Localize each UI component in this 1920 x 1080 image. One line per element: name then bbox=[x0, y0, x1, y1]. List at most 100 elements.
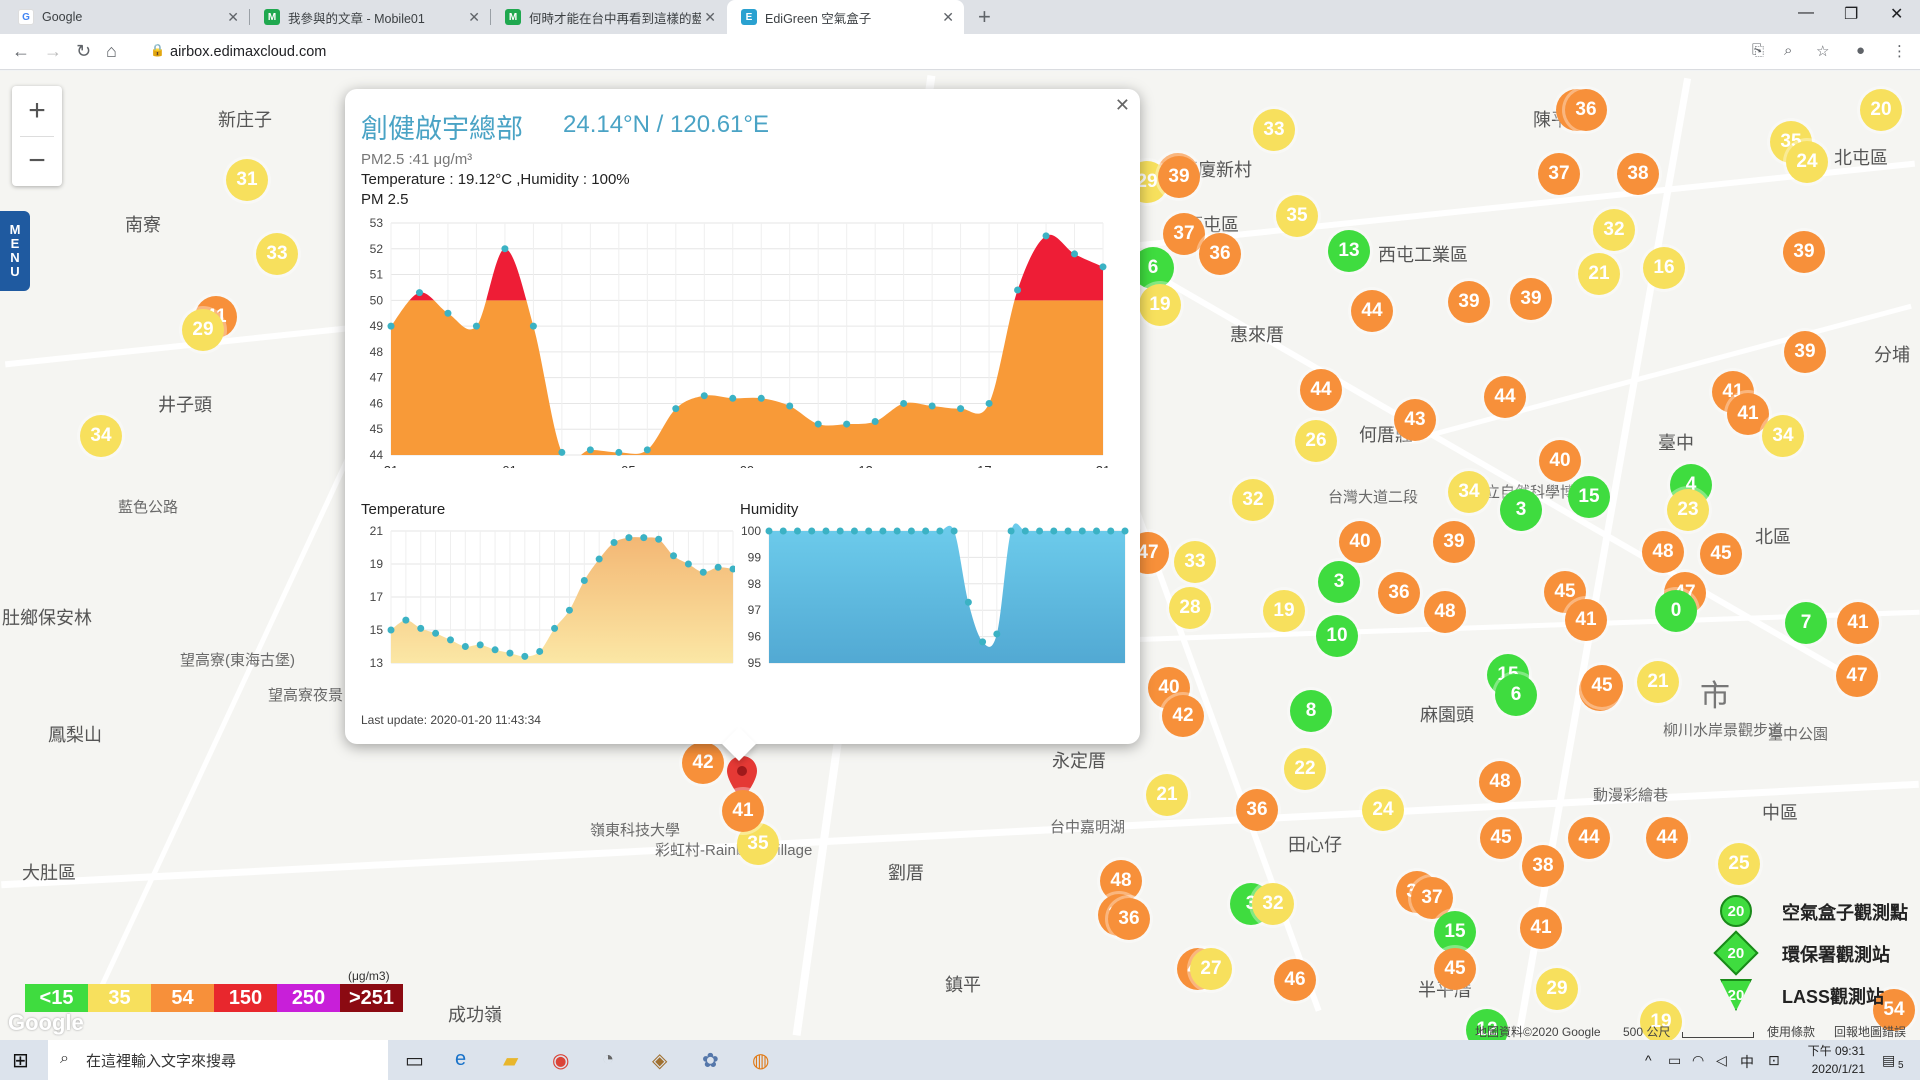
airbox-station-marker[interactable]: 19 bbox=[1139, 284, 1181, 326]
airbox-station-marker[interactable]: 21 bbox=[1578, 253, 1620, 295]
close-window-icon[interactable]: ✕ bbox=[1890, 6, 1904, 23]
airbox-station-marker[interactable]: 45 bbox=[1700, 533, 1742, 575]
airbox-station-marker[interactable]: 8 bbox=[1290, 690, 1332, 732]
airbox-station-marker[interactable]: 15 bbox=[1434, 911, 1476, 953]
volume-icon[interactable]: ◁ bbox=[1716, 1052, 1727, 1068]
airbox-station-marker[interactable]: 16 bbox=[1643, 247, 1685, 289]
airbox-station-marker[interactable]: 34 bbox=[1762, 415, 1804, 457]
airbox-station-marker[interactable]: 34 bbox=[80, 415, 122, 457]
airbox-station-marker[interactable]: 54 bbox=[1873, 989, 1915, 1031]
minimize-icon[interactable]: — bbox=[1798, 4, 1814, 21]
zoom-out-button[interactable]: − bbox=[28, 144, 46, 177]
ime-indicator[interactable]: 中 bbox=[1740, 1054, 1754, 1070]
airbox-station-marker[interactable]: 45 bbox=[1480, 817, 1522, 859]
app-icon[interactable]: ◔ bbox=[602, 1048, 615, 1070]
airbox-station-marker[interactable]: 33 bbox=[256, 233, 298, 275]
close-tab-icon[interactable]: ✕ bbox=[468, 9, 480, 25]
tab-mobile01-bluesky[interactable]: M 何時才能在台中再看到這樣的藍天 ✕ bbox=[491, 0, 726, 34]
back-icon[interactable]: ← bbox=[12, 41, 30, 61]
airbox-station-marker[interactable]: 45 bbox=[1434, 948, 1476, 990]
windows-start-icon[interactable]: ⊞ bbox=[12, 1050, 29, 1072]
reload-icon[interactable]: ↻ bbox=[76, 41, 92, 61]
airbox-station-marker[interactable]: 23 bbox=[1667, 489, 1709, 531]
airbox-station-marker[interactable]: 36 bbox=[1565, 89, 1607, 131]
airbox-station-marker[interactable]: 39 bbox=[1510, 278, 1552, 320]
restore-icon[interactable]: ❐ bbox=[1844, 6, 1859, 23]
airbox-station-marker[interactable]: 15 bbox=[1568, 476, 1610, 518]
airbox-station-marker[interactable]: 48 bbox=[1642, 531, 1684, 573]
airbox-station-marker[interactable]: 24 bbox=[1786, 141, 1828, 183]
airbox-station-marker[interactable]: 39 bbox=[1784, 331, 1826, 373]
file-explorer-icon[interactable]: ▰ bbox=[503, 1050, 519, 1072]
zoom-in-button[interactable]: + bbox=[28, 94, 46, 127]
airbox-station-marker[interactable]: 38 bbox=[1617, 153, 1659, 195]
airbox-station-marker[interactable]: 20 bbox=[1860, 89, 1902, 131]
airbox-station-marker[interactable]: 21 bbox=[1146, 774, 1188, 816]
airbox-station-marker[interactable]: 25 bbox=[1718, 843, 1760, 885]
airbox-station-marker[interactable]: 35 bbox=[1276, 195, 1318, 237]
close-tab-icon[interactable]: ✕ bbox=[704, 9, 716, 25]
close-tab-icon[interactable]: ✕ bbox=[942, 9, 954, 25]
airbox-station-marker[interactable]: 32 bbox=[1252, 883, 1294, 925]
taskbar-search-box[interactable]: ⌕ 在這裡輸入文字來搜尋 bbox=[48, 1040, 388, 1080]
bookmark-star-icon[interactable]: ☆ bbox=[1816, 43, 1830, 60]
airbox-station-marker[interactable]: 10 bbox=[1316, 615, 1358, 657]
airbox-station-marker[interactable]: 41 bbox=[1727, 393, 1769, 435]
new-tab-button[interactable]: + bbox=[978, 4, 991, 29]
app-icon[interactable]: ◈ bbox=[652, 1050, 668, 1072]
airbox-station-marker[interactable]: 42 bbox=[682, 742, 724, 784]
airbox-station-marker[interactable]: 24 bbox=[1362, 789, 1404, 831]
airbox-station-marker[interactable]: 26 bbox=[1295, 420, 1337, 462]
airbox-station-marker[interactable]: 36 bbox=[1199, 233, 1241, 275]
more-menu-icon[interactable]: ⋮ bbox=[1892, 43, 1907, 60]
translate-icon[interactable]: ⎘ bbox=[1752, 42, 1765, 59]
address-bar[interactable]: 🔒 airbox.edimaxcloud.com bbox=[140, 38, 1740, 66]
airbox-station-marker[interactable]: 39 bbox=[1448, 281, 1490, 323]
airbox-station-marker[interactable]: 32 bbox=[1232, 479, 1274, 521]
airbox-station-marker[interactable]: 3 bbox=[1500, 489, 1542, 531]
system-clock[interactable]: 下午 09:31 2020/1/21 bbox=[1808, 1042, 1865, 1078]
close-tab-icon[interactable]: ✕ bbox=[227, 9, 239, 25]
airbox-station-marker[interactable]: 39 bbox=[1433, 521, 1475, 563]
airbox-station-marker[interactable]: 45 bbox=[1581, 665, 1623, 707]
airbox-station-marker[interactable]: 32 bbox=[1593, 209, 1635, 251]
input-mode-icon[interactable]: ⊡ bbox=[1768, 1052, 1780, 1068]
airbox-station-marker[interactable]: 33 bbox=[1174, 541, 1216, 583]
selected-station-marker[interactable]: 41 bbox=[722, 790, 764, 832]
airbox-station-marker[interactable]: 44 bbox=[1351, 290, 1393, 332]
selected-location-pin-icon[interactable] bbox=[726, 756, 758, 800]
app-icon[interactable]: ✿ bbox=[702, 1050, 719, 1072]
popup-close-button[interactable]: ✕ bbox=[1114, 95, 1130, 115]
blender-icon[interactable]: ◍ bbox=[752, 1050, 770, 1072]
profile-icon[interactable]: ● bbox=[1856, 42, 1866, 59]
airbox-station-marker[interactable]: 31 bbox=[226, 159, 268, 201]
airbox-station-marker[interactable]: 34 bbox=[1448, 471, 1490, 513]
airbox-station-marker[interactable]: 0 bbox=[1655, 590, 1697, 632]
airbox-station-marker[interactable]: 39 bbox=[1158, 156, 1200, 198]
notification-icon[interactable]: ▤ bbox=[1882, 1052, 1896, 1068]
task-view-icon[interactable]: ▭ bbox=[405, 1050, 424, 1072]
airbox-station-marker[interactable]: 48 bbox=[1424, 591, 1466, 633]
home-icon[interactable]: ⌂ bbox=[106, 41, 117, 61]
airbox-station-marker[interactable]: 38 bbox=[1522, 845, 1564, 887]
wifi-icon[interactable]: ◠ bbox=[1692, 1052, 1705, 1068]
airbox-station-marker[interactable]: 12 bbox=[1466, 1009, 1508, 1040]
airbox-station-marker[interactable]: 46 bbox=[1274, 959, 1316, 1001]
airbox-station-marker[interactable]: 41 bbox=[1565, 599, 1607, 641]
airbox-station-marker[interactable]: 40 bbox=[1539, 440, 1581, 482]
tray-chevron-icon[interactable]: ^ bbox=[1645, 1052, 1652, 1068]
airbox-station-marker[interactable]: 44 bbox=[1300, 369, 1342, 411]
airbox-station-marker[interactable]: 47 bbox=[1836, 655, 1878, 697]
airbox-station-marker[interactable]: 6 bbox=[1495, 674, 1537, 716]
airbox-station-marker[interactable]: 29 bbox=[182, 309, 224, 351]
forward-icon[interactable]: → bbox=[44, 41, 62, 61]
airbox-station-marker[interactable]: 27 bbox=[1190, 948, 1232, 990]
airbox-station-marker[interactable]: 3 bbox=[1318, 561, 1360, 603]
airbox-station-marker[interactable]: 19 bbox=[1640, 1001, 1682, 1040]
airbox-station-marker[interactable]: 29 bbox=[1536, 968, 1578, 1010]
airbox-station-marker[interactable]: 7 bbox=[1785, 602, 1827, 644]
airbox-station-marker[interactable]: 36 bbox=[1378, 572, 1420, 614]
airbox-station-marker[interactable]: 35 bbox=[737, 823, 779, 865]
airbox-station-marker[interactable]: 40 bbox=[1339, 521, 1381, 563]
airbox-station-marker[interactable]: 39 bbox=[1783, 231, 1825, 273]
